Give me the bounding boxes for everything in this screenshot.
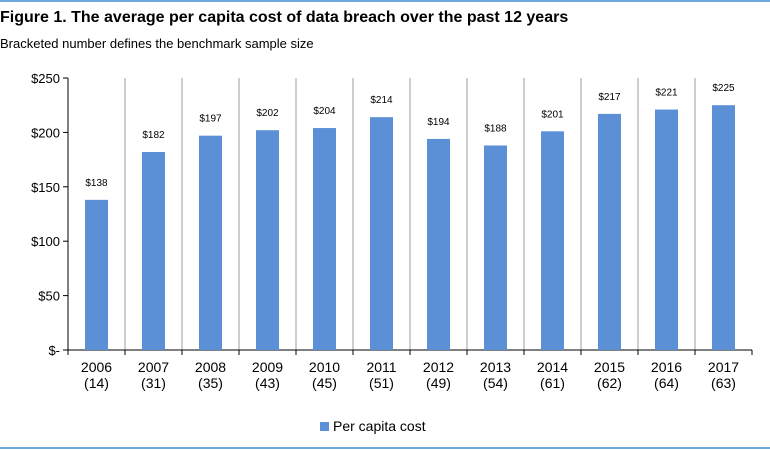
y-tick-label: $250 [31, 71, 60, 86]
bar [427, 138, 450, 350]
chart-title: Figure 1. The average per capita cost of… [0, 9, 569, 26]
data-label: $138 [85, 178, 108, 189]
x-sample-size-label: (14) [84, 375, 109, 391]
data-label: $221 [655, 88, 678, 99]
legend-swatch [320, 421, 329, 431]
y-tick-label: $150 [31, 180, 60, 195]
x-sample-size-label: (63) [711, 375, 736, 391]
bar [142, 151, 165, 350]
data-label: $194 [427, 117, 450, 128]
bar [199, 135, 222, 350]
x-category-label: 2011 [366, 359, 396, 375]
x-sample-size-label: (64) [654, 375, 679, 391]
bar [598, 113, 621, 351]
x-category-label: 2012 [423, 359, 454, 375]
data-label: $225 [712, 83, 735, 94]
legend: Per capita cost [320, 418, 426, 434]
x-sample-size-label: (62) [597, 375, 622, 391]
x-category-label: 2007 [138, 359, 169, 375]
bar [484, 145, 507, 350]
data-label: $217 [598, 92, 621, 103]
bar [370, 117, 393, 350]
legend-label: Per capita cost [333, 418, 426, 434]
x-sample-size-label: (45) [312, 375, 337, 391]
bar [313, 128, 336, 350]
x-sample-size-label: (54) [483, 375, 508, 391]
x-category-label: 2006 [81, 359, 112, 375]
y-tick-label: $50 [38, 289, 60, 304]
data-label: $188 [484, 123, 507, 134]
data-label: $182 [142, 130, 165, 141]
data-label: $214 [370, 95, 393, 106]
x-category-label: 2009 [252, 359, 283, 375]
bottom-rule [0, 447, 770, 449]
x-sample-size-label: (35) [198, 375, 223, 391]
bar [85, 199, 108, 350]
x-sample-size-label: (61) [540, 375, 565, 391]
data-label: $197 [199, 114, 222, 125]
x-sample-size-label: (31) [141, 375, 166, 391]
x-category-label: 2013 [480, 359, 511, 375]
x-category-label: 2016 [651, 359, 682, 375]
x-category-label: 2008 [195, 359, 226, 375]
bar [256, 130, 279, 350]
bar [655, 109, 678, 350]
y-tick-label: $100 [31, 234, 60, 249]
x-category-label: 2017 [708, 359, 739, 375]
x-sample-size-label: (43) [255, 375, 280, 391]
x-sample-size-label: (49) [426, 375, 451, 391]
x-category-label: 2015 [594, 359, 625, 375]
chart-subtitle: Bracketed number defines the benchmark s… [0, 36, 314, 51]
bar [712, 105, 735, 350]
data-label: $204 [313, 106, 336, 117]
y-tick-label: $- [48, 343, 60, 358]
top-rule [0, 0, 770, 2]
x-category-label: 2014 [537, 359, 568, 375]
y-tick-label: $200 [31, 125, 60, 140]
data-label: $202 [256, 108, 279, 119]
x-sample-size-label: (51) [369, 375, 394, 391]
data-label: $201 [541, 109, 564, 120]
x-category-label: 2010 [309, 359, 340, 375]
bar [541, 131, 564, 350]
